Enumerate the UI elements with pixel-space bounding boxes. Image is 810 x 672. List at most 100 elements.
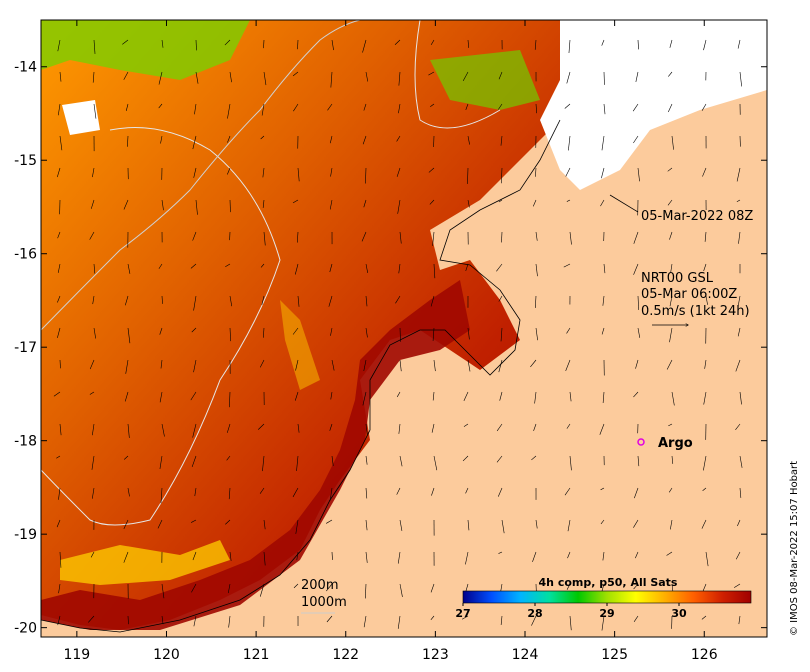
current-vector [462,455,469,462]
current-vector [292,199,299,204]
current-vector [89,391,95,395]
current-vector [58,583,61,594]
current-vector [57,263,61,273]
current-vector [463,391,469,401]
current-vector [296,455,299,471]
argo-label: Argo [658,436,693,451]
x-tick-label: 119 [63,647,90,663]
current-vector [329,135,333,144]
current-vector [193,167,197,178]
current-vector [92,295,95,305]
current-vector [567,551,571,559]
current-vector [262,199,265,209]
current-vector [193,295,197,311]
cloud-mask-west [62,100,100,135]
y-tick-label: -15 [14,153,37,169]
current-vector [123,455,129,460]
current-vector [568,39,571,54]
current-vector [669,39,673,48]
current-vector [534,391,537,404]
coastline [41,119,561,633]
current-vector [701,519,707,529]
current-vector [398,103,401,114]
current-vector [467,39,470,48]
current-vector [671,135,674,150]
current-vector [633,231,639,244]
current-vector [637,167,640,182]
current-vector [59,71,62,82]
current-vector [326,615,333,623]
current-vector [534,39,537,50]
current-vector [91,455,95,470]
current-vector [190,391,197,401]
current-vector [331,455,334,466]
x-axis: 119 120 121 122 123 124 125 126 [63,20,718,663]
current-vector [229,295,233,307]
current-vector [365,263,369,274]
current-vector [735,551,741,560]
current-vector [735,359,741,372]
current-vector [564,103,571,109]
current-vector [737,295,741,309]
current-vector [192,231,197,241]
current-vector [127,487,130,497]
current-vector [500,327,503,342]
current-vector [705,295,708,305]
current-vector [362,391,367,406]
current-vector [430,39,435,46]
current-vector [294,391,299,401]
current-vector [496,423,503,432]
current-vector [161,423,165,437]
current-vector [498,295,503,302]
current-vector [669,295,673,307]
current-vector [195,199,198,215]
current-vector [127,615,129,625]
current-vector [534,295,537,308]
current-vector [259,583,265,597]
current-vector [193,615,197,627]
y-tick-label: -18 [14,434,37,450]
current-vector [326,583,333,592]
current-vector [158,263,163,269]
current-vector [564,487,571,496]
current-vector [229,327,231,342]
current-scale-label: 0.5m/s (1kt 24h) [641,304,750,319]
current-vector [262,327,265,338]
warm-front [60,540,230,585]
current-vector [734,583,741,588]
current-vector [329,423,333,431]
current-vector [363,359,367,372]
current-vector [330,167,333,177]
current-vector [569,455,572,471]
current-vector [603,263,606,274]
current-vector [399,519,403,532]
current-vector [397,551,401,564]
current-vector [225,263,231,268]
current-vector [365,71,369,82]
colorbar [462,590,752,604]
current-vector [329,263,333,273]
current-vector [671,455,674,464]
current-vector [362,135,367,145]
current-vector [158,103,163,109]
current-vector [702,167,707,177]
current-vector [601,327,605,335]
current-vector [398,263,401,274]
current-vector [123,71,129,80]
current-vector [633,583,639,590]
current-vector [123,551,129,563]
current-vector [497,487,503,497]
current-vector [739,487,742,498]
current-vector [465,487,469,494]
x-tick-label: 124 [512,647,539,663]
y-tick-label: -17 [14,340,37,356]
current-vector [395,295,401,304]
current-vector [496,263,503,272]
current-vector [57,231,61,239]
contour-1000m-label: 1000m [301,595,347,610]
current-vector [499,391,503,401]
current-vector [565,359,571,372]
current-vector [257,423,265,430]
current-vector [263,519,266,530]
